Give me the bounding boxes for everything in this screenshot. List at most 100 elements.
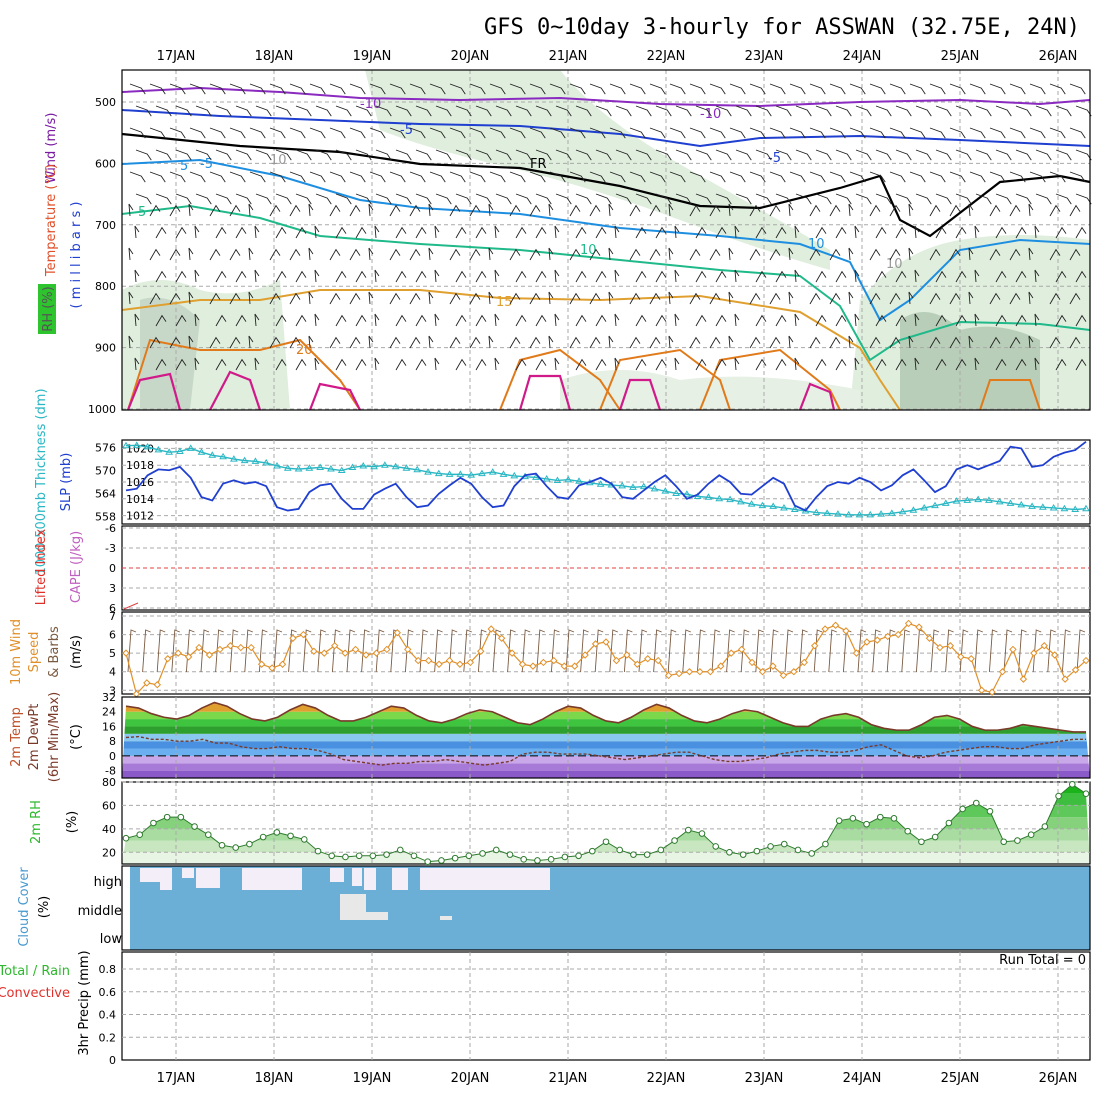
wind-barb [749,127,766,139]
temp-band [122,748,1090,756]
wind-barb [675,149,692,161]
precip-tick: 0 [109,1054,116,1067]
wind-barb [755,226,767,239]
wind-barb [635,314,647,327]
wind-barb [368,203,374,217]
wind-barb [609,83,626,95]
wind-barb [555,149,572,161]
wind-speed-point [268,664,276,672]
wind-barb [349,204,361,217]
wind-barb [495,105,512,117]
wind-barb [615,105,632,117]
thickness-point [283,464,292,471]
temp-line [125,701,1086,733]
wind-barb [349,127,366,139]
wind-barb [789,127,806,139]
wind-barb [269,292,281,305]
wind-speed-point [1019,675,1028,683]
dewpoint-line [125,735,1086,766]
wind-barb [329,171,346,183]
wind-barb [614,269,620,283]
wind-barb [815,270,827,283]
wind-barb [469,127,486,139]
thickness-point [683,490,691,497]
wind-barb [975,149,992,161]
wind-speed-point [863,638,871,646]
rh-legend-swatch [38,284,56,334]
wind-barb [915,149,932,161]
wind-barb [788,247,794,261]
wind-barb [848,335,854,349]
wind-barb [909,127,926,139]
wind-barb [594,629,604,673]
wind-speed-point [581,651,589,659]
temp-tick: 24 [102,706,116,719]
wind-barb [409,248,421,261]
wind-barb [389,336,401,349]
wind-barb [1055,314,1067,327]
wind-barb [549,171,566,183]
wind-barb [463,629,472,673]
cloud-middle-patch [366,912,388,920]
wind-barb [795,149,812,161]
wind-speed-point [216,645,224,654]
wind-barb [554,225,560,239]
wind-barb [389,127,406,139]
wind-barb [609,127,626,139]
thickness-point [294,465,303,472]
wind-barb [389,248,401,261]
cloud-clear-high [392,868,408,890]
wind-tick: 3 [109,684,116,697]
lifted-index-tick: 3 [109,582,116,595]
rh-point [122,834,130,842]
wind-barb [614,313,620,327]
thickness-point [445,470,454,477]
thickness-tick: 564 [95,487,116,500]
wind-barb [1028,291,1034,305]
wind-barb [955,193,972,205]
thickness-point [898,507,907,515]
wind-barb [854,225,860,239]
wind-barb [815,193,832,205]
thickness-point [165,448,174,455]
rh-point [835,817,843,824]
contour-minus10 [121,86,1091,108]
thickness-point [327,465,335,472]
wind-speed-point [602,638,610,646]
panel-frame [121,69,1091,411]
thickness-point [564,475,573,483]
wind-barb [575,314,587,327]
wind-barb [355,149,372,161]
panel-frame [121,696,1091,779]
temp-band [122,704,1090,712]
wind-barb [349,248,361,261]
wind-barb [929,83,946,95]
wind-barb [629,83,646,95]
wind-barb [715,105,732,117]
wind-barb [945,629,954,673]
wind-barb [309,171,326,183]
wind-barb [149,127,166,139]
wind-barb [535,105,552,117]
wind-barb [709,248,721,261]
wind-barb [769,127,786,139]
thickness-point [1028,502,1036,509]
rh-point [438,857,445,864]
wind-speed-point [904,619,913,628]
wind-barb [1028,203,1034,217]
wind-barb [1049,83,1066,95]
thickness-point [305,464,314,471]
wind-label-a: 10m Wind [9,619,24,685]
wind-barb [289,83,306,95]
date-label-bottom: 24JAN [843,1071,882,1086]
wind-speed-point [257,660,266,668]
rh-point [849,815,857,822]
wind-barb [175,193,192,205]
wind-barb [729,127,746,139]
cloud-level-high: high [94,875,122,890]
wind-barb [315,149,332,161]
date-label-top: 21JAN [549,49,588,64]
thickness-point [197,448,206,455]
rh-point [780,840,788,848]
